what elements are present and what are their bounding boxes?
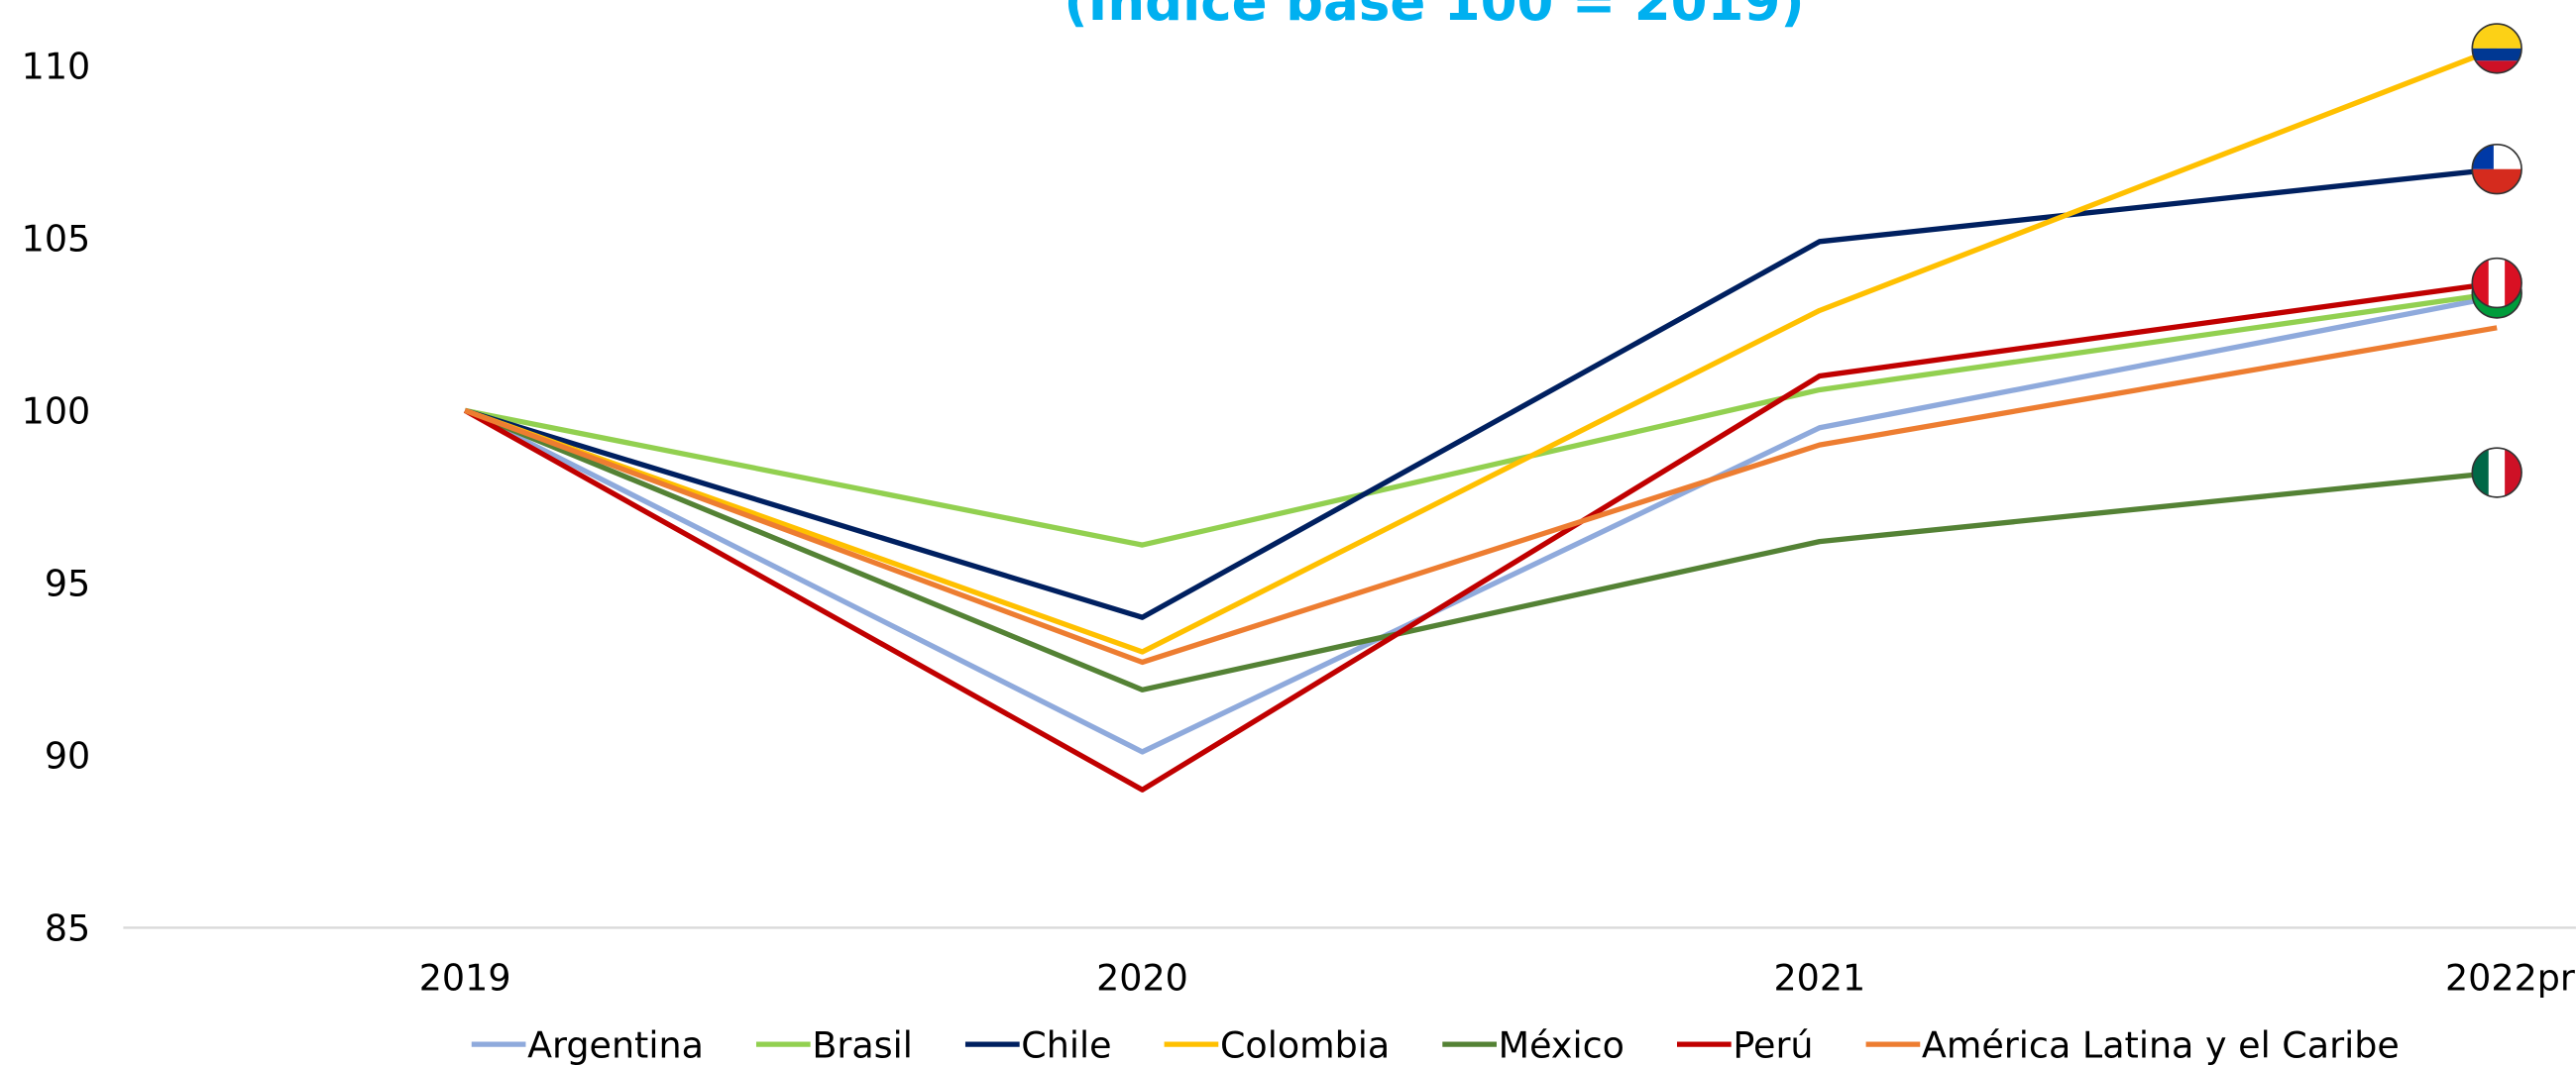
y-tick-label: 95	[45, 563, 90, 605]
series-line	[463, 279, 2498, 793]
series-line	[464, 46, 2499, 655]
series-line	[463, 293, 2498, 755]
flag-icon	[2471, 144, 2522, 195]
legend-label: Chile	[1021, 1023, 1111, 1065]
series-line	[464, 166, 2498, 620]
y-tick-label: 85	[45, 907, 90, 950]
series-line	[464, 325, 2498, 666]
flag-stripe	[2488, 448, 2506, 497]
flag-border	[2471, 257, 2522, 309]
chart-title: (Índice base 100 = 2019)	[1064, 0, 1804, 33]
legend-label: Perú	[1733, 1023, 1813, 1065]
legend-label: América Latina y el Caribe	[1922, 1023, 2400, 1065]
flag-icon	[2471, 257, 2522, 309]
legend-label: Argentina	[527, 1023, 704, 1065]
series-line	[464, 290, 2498, 548]
legend-label: México	[1499, 1023, 1624, 1065]
flag-icon	[2471, 447, 2522, 498]
flag-stripe	[2472, 24, 2522, 49]
flag-stripe	[2505, 448, 2522, 497]
flag-icon	[2471, 23, 2522, 74]
flag-stripe	[2488, 258, 2506, 308]
legend-label: Colombia	[1220, 1023, 1390, 1065]
y-tick-label: 90	[45, 735, 90, 778]
x-tick-label: 2019	[419, 956, 511, 999]
flag-border	[2471, 447, 2522, 498]
flag-stripe	[2472, 48, 2522, 61]
flag-border	[2471, 144, 2522, 195]
x-tick-label: 2020	[1096, 956, 1188, 999]
legend-label: Brasil	[812, 1023, 913, 1065]
x-tick-label: 2022pr	[2445, 956, 2575, 999]
series-line	[464, 407, 2498, 692]
flag-stripe	[2472, 168, 2522, 194]
flag-stripe	[2472, 448, 2490, 497]
y-tick-label: 110	[22, 46, 91, 88]
y-tick-label: 105	[22, 218, 91, 261]
x-tick-label: 2021	[1773, 956, 1865, 999]
flag-border	[2471, 23, 2522, 74]
y-tick-label: 100	[22, 390, 91, 433]
